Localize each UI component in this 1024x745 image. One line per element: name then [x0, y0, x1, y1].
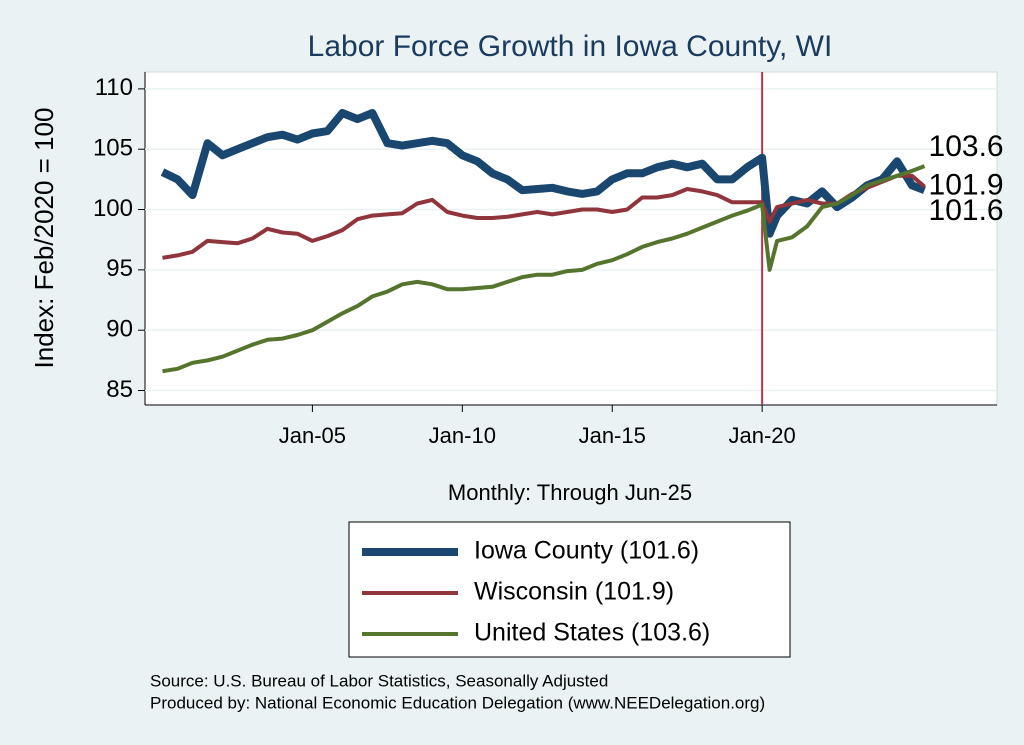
series-line — [162, 173, 926, 260]
end-label: 101.9 — [929, 169, 1004, 202]
x-tick-label: Jan-15 — [579, 423, 646, 448]
legend-label: United States (103.6) — [474, 619, 710, 647]
x-tick-label: Jan-20 — [728, 423, 795, 448]
plot-area — [144, 71, 998, 406]
series-line — [162, 164, 926, 374]
y-axis-label: Index: Feb/2020 = 100 — [29, 108, 59, 369]
chart-title: Labor Force Growth in Iowa County, WI — [308, 30, 833, 63]
y-tick-label: 85 — [106, 376, 133, 403]
end-label: 101.6 — [929, 194, 1004, 227]
y-tick-label: 105 — [93, 135, 133, 162]
y-tick-label: 90 — [106, 316, 133, 343]
y-tick-label: 100 — [93, 195, 133, 222]
x-tick-label: Jan-05 — [279, 423, 346, 448]
source-note: Produced by: National Economic Education… — [150, 693, 765, 712]
x-axis-label: Monthly: Through Jun-25 — [448, 480, 692, 505]
legend-label: Wisconsin (101.9) — [474, 578, 674, 606]
y-tick-label: 95 — [106, 255, 133, 282]
source-note: Source: U.S. Bureau of Labor Statistics,… — [150, 671, 608, 690]
legend-label: Iowa County (101.6) — [474, 537, 699, 565]
x-tick-label: Jan-10 — [429, 423, 496, 448]
y-tick-label: 110 — [95, 74, 133, 101]
end-label: 103.6 — [929, 130, 1004, 163]
